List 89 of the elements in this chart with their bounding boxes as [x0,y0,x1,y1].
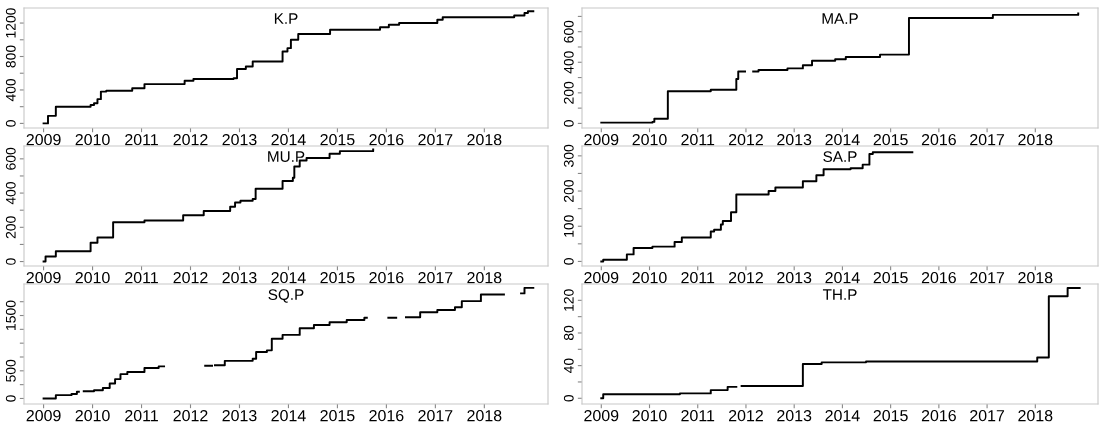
y-tick-label: 0 [563,394,574,402]
x-tick-label: 2013 [222,133,257,146]
x-tick-label: 2010 [632,271,667,284]
x-tick-label: 2015 [320,271,355,284]
x-tick-label: 2015 [320,133,355,146]
x-tick-label: 2014 [271,271,306,284]
chart-title: TH.P [822,289,857,300]
x-tick-label: 2009 [584,133,619,146]
y-tick-label: 0 [563,258,574,265]
x-tick-label: 2016 [369,133,404,146]
y-tick-label: 400 [5,78,16,102]
x-tick-label: 2011 [681,133,715,146]
y-tick-label: 0 [5,120,16,127]
x-tick-label: 2010 [632,133,667,146]
y-tick-label: 0 [5,395,16,402]
y-tick-label: 0 [563,120,574,127]
x-tick-label: 2017 [970,271,1005,284]
x-tick-label: 2014 [825,409,860,422]
x-tick-label: 2013 [777,409,812,422]
x-tick-label: 2013 [222,409,257,422]
x-tick-label: 2016 [921,271,956,284]
x-tick-label: 2014 [825,271,860,284]
x-tick-label: 2018 [1018,271,1053,284]
chart-title: MA.P [822,13,858,24]
x-tick-label: 2016 [921,133,956,146]
x-tick-label: 2014 [271,409,306,422]
x-tick-label: 2012 [173,271,208,284]
x-tick-label: 2018 [467,409,502,422]
x-tick-label: 2011 [125,409,158,422]
y-tick-label: 1200 [5,8,16,38]
y-tick-label: 40 [563,358,574,374]
y-tick-label: 600 [5,147,16,170]
x-tick-label: 2010 [632,409,667,422]
x-tick-label: 2013 [222,271,257,284]
x-tick-label: 2017 [970,133,1005,146]
x-tick-label: 2016 [369,409,404,422]
chart-title: K.P [274,13,298,24]
y-tick-label: 120 [563,289,574,311]
x-tick-label: 2017 [418,409,453,422]
x-tick-label: 2009 [584,409,619,422]
x-tick-label: 2014 [271,133,306,146]
x-tick-label: 2009 [26,133,61,146]
x-tick-label: 2013 [777,133,812,146]
y-tick-label: 400 [563,51,574,74]
x-tick-label: 2015 [320,409,355,422]
x-tick-label: 2012 [173,133,208,146]
x-tick-label: 2012 [729,133,763,146]
y-tick-label: 200 [5,216,16,239]
x-tick-label: 2018 [467,133,502,146]
x-tick-label: 2017 [418,133,453,146]
y-tick-label: 200 [563,81,574,104]
x-tick-label: 2011 [681,271,715,284]
y-tick-label: 600 [563,20,574,43]
x-tick-label: 2010 [75,409,110,422]
x-tick-label: 2018 [467,271,502,284]
y-tick-label: 400 [5,182,16,205]
x-tick-label: 2018 [1018,409,1053,422]
x-tick-label: 2010 [75,133,110,146]
x-tick-label: 2011 [125,271,158,284]
x-tick-label: 2012 [729,409,763,422]
x-tick-label: 2014 [825,133,860,146]
x-tick-label: 2010 [75,271,110,284]
x-tick-label: 2015 [873,133,908,146]
y-tick-label: 80 [563,325,574,341]
x-tick-label: 2009 [26,271,61,284]
y-tick-label: 0 [5,258,16,265]
x-tick-label: 2011 [125,133,158,146]
y-tick-label: 500 [5,359,16,382]
x-tick-label: 2013 [777,271,812,284]
x-tick-label: 2015 [873,271,908,284]
x-tick-label: 2016 [369,271,404,284]
chart-title: MU.P [268,151,305,163]
y-tick-label: 200 [563,180,574,202]
x-tick-label: 2009 [584,271,619,284]
x-tick-label: 2012 [173,409,208,422]
y-tick-label: 100 [563,215,574,237]
x-tick-label: 2016 [921,409,956,422]
chart-title: SQ.P [268,289,304,303]
x-tick-label: 2012 [729,271,763,284]
x-tick-label: 2015 [873,409,908,422]
chart-title: SA.P [823,151,857,163]
x-tick-label: 2011 [681,409,715,422]
x-tick-label: 2017 [970,409,1005,422]
x-tick-label: 2009 [26,409,61,422]
x-tick-label: 2018 [1018,133,1053,146]
y-tick-label: 300 [563,144,574,167]
y-tick-label: 800 [5,45,16,68]
x-tick-label: 2017 [418,271,453,284]
y-tick-label: 1500 [5,300,16,330]
